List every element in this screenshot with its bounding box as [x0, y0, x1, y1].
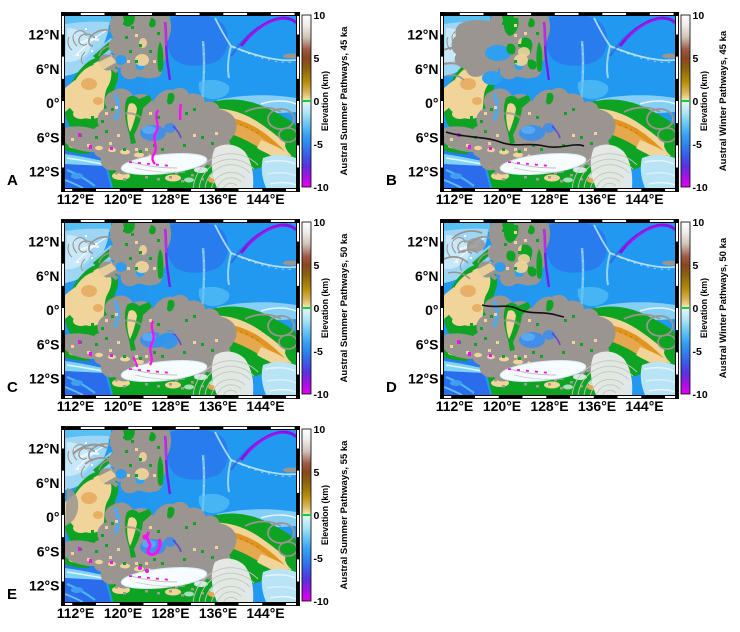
- svg-text:5: 5: [314, 467, 320, 479]
- svg-text:112°E: 112°E: [57, 191, 95, 207]
- svg-text:144°E: 144°E: [625, 398, 663, 414]
- svg-text:-10: -10: [314, 389, 329, 401]
- svg-text:136°E: 136°E: [578, 398, 616, 414]
- svg-text:136°E: 136°E: [199, 191, 237, 207]
- svg-text:112°E: 112°E: [436, 191, 474, 207]
- svg-text:120°E: 120°E: [483, 398, 521, 414]
- svg-text:6°S: 6°S: [416, 130, 439, 146]
- svg-text:128°E: 128°E: [151, 191, 189, 207]
- svg-text:6°S: 6°S: [37, 337, 60, 353]
- svg-text:-10: -10: [314, 182, 329, 194]
- svg-text:-10: -10: [693, 389, 708, 401]
- svg-text:C: C: [7, 379, 18, 396]
- svg-text:12°N: 12°N: [407, 27, 438, 43]
- svg-text:Austral Summer Pathways, 55 ka: Austral Summer Pathways, 55 ka: [339, 440, 350, 590]
- svg-text:6°N: 6°N: [36, 268, 60, 284]
- svg-text:-5: -5: [314, 139, 323, 151]
- svg-text:6°N: 6°N: [415, 61, 439, 77]
- svg-text:136°E: 136°E: [199, 605, 237, 621]
- svg-text:Elevation (km): Elevation (km): [699, 278, 709, 338]
- svg-text:-5: -5: [314, 553, 323, 565]
- svg-text:Austral Summer Pathways, 45 ka: Austral Summer Pathways, 45 ka: [339, 26, 350, 176]
- svg-text:Austral Winter Pathways, 50 ka: Austral Winter Pathways, 50 ka: [718, 237, 729, 378]
- svg-text:12°S: 12°S: [408, 164, 439, 180]
- svg-text:A: A: [7, 172, 18, 189]
- svg-text:128°E: 128°E: [530, 191, 568, 207]
- svg-text:10: 10: [693, 217, 705, 229]
- svg-text:6°S: 6°S: [37, 544, 60, 560]
- svg-text:144°E: 144°E: [625, 191, 663, 207]
- svg-text:0°: 0°: [425, 302, 438, 318]
- svg-text:0°: 0°: [46, 509, 59, 525]
- svg-text:D: D: [386, 379, 397, 396]
- svg-text:120°E: 120°E: [104, 398, 142, 414]
- svg-text:136°E: 136°E: [199, 398, 237, 414]
- svg-text:0: 0: [314, 303, 320, 315]
- svg-text:5: 5: [693, 260, 699, 272]
- svg-text:-5: -5: [314, 346, 323, 358]
- svg-text:0: 0: [693, 96, 699, 108]
- svg-text:112°E: 112°E: [57, 398, 95, 414]
- svg-text:0: 0: [314, 510, 320, 522]
- svg-text:136°E: 136°E: [578, 191, 616, 207]
- svg-text:12°S: 12°S: [29, 371, 60, 387]
- svg-text:12°S: 12°S: [29, 578, 60, 594]
- svg-text:-10: -10: [693, 182, 708, 194]
- svg-text:12°N: 12°N: [28, 234, 59, 250]
- svg-text:0: 0: [693, 303, 699, 315]
- svg-text:0°: 0°: [425, 95, 438, 111]
- svg-text:120°E: 120°E: [104, 605, 142, 621]
- svg-text:0: 0: [314, 96, 320, 108]
- svg-text:Austral Summer Pathways, 50 ka: Austral Summer Pathways, 50 ka: [339, 233, 350, 383]
- svg-text:Elevation (km): Elevation (km): [699, 71, 709, 131]
- svg-text:Austral Winter Pathways, 45 ka: Austral Winter Pathways, 45 ka: [718, 30, 729, 171]
- svg-text:6°S: 6°S: [416, 337, 439, 353]
- svg-text:-5: -5: [693, 139, 702, 151]
- svg-text:Elevation (km): Elevation (km): [320, 485, 330, 545]
- svg-text:120°E: 120°E: [483, 191, 521, 207]
- svg-text:-10: -10: [314, 596, 329, 608]
- svg-text:E: E: [7, 586, 17, 603]
- svg-text:12°N: 12°N: [28, 441, 59, 457]
- svg-text:5: 5: [314, 260, 320, 272]
- svg-text:12°S: 12°S: [408, 371, 439, 387]
- svg-text:Elevation (km): Elevation (km): [320, 278, 330, 338]
- svg-text:6°N: 6°N: [36, 475, 60, 491]
- svg-text:12°S: 12°S: [29, 164, 60, 180]
- svg-text:10: 10: [314, 217, 326, 229]
- svg-text:10: 10: [314, 10, 326, 22]
- svg-text:B: B: [386, 172, 397, 189]
- svg-text:5: 5: [314, 53, 320, 65]
- svg-text:144°E: 144°E: [246, 191, 284, 207]
- svg-text:5: 5: [693, 53, 699, 65]
- svg-text:12°N: 12°N: [407, 234, 438, 250]
- svg-text:6°S: 6°S: [37, 130, 60, 146]
- svg-text:12°N: 12°N: [28, 27, 59, 43]
- svg-text:128°E: 128°E: [151, 398, 189, 414]
- svg-text:128°E: 128°E: [151, 605, 189, 621]
- svg-text:128°E: 128°E: [530, 398, 568, 414]
- svg-text:120°E: 120°E: [104, 191, 142, 207]
- svg-text:0°: 0°: [46, 95, 59, 111]
- svg-text:10: 10: [314, 424, 326, 436]
- svg-text:144°E: 144°E: [246, 398, 284, 414]
- svg-text:Elevation (km): Elevation (km): [320, 71, 330, 131]
- svg-text:112°E: 112°E: [57, 605, 95, 621]
- svg-text:112°E: 112°E: [436, 398, 474, 414]
- svg-text:6°N: 6°N: [415, 268, 439, 284]
- svg-text:0°: 0°: [46, 302, 59, 318]
- svg-text:-5: -5: [693, 346, 702, 358]
- svg-text:10: 10: [693, 10, 705, 22]
- svg-text:144°E: 144°E: [246, 605, 284, 621]
- svg-text:6°N: 6°N: [36, 61, 60, 77]
